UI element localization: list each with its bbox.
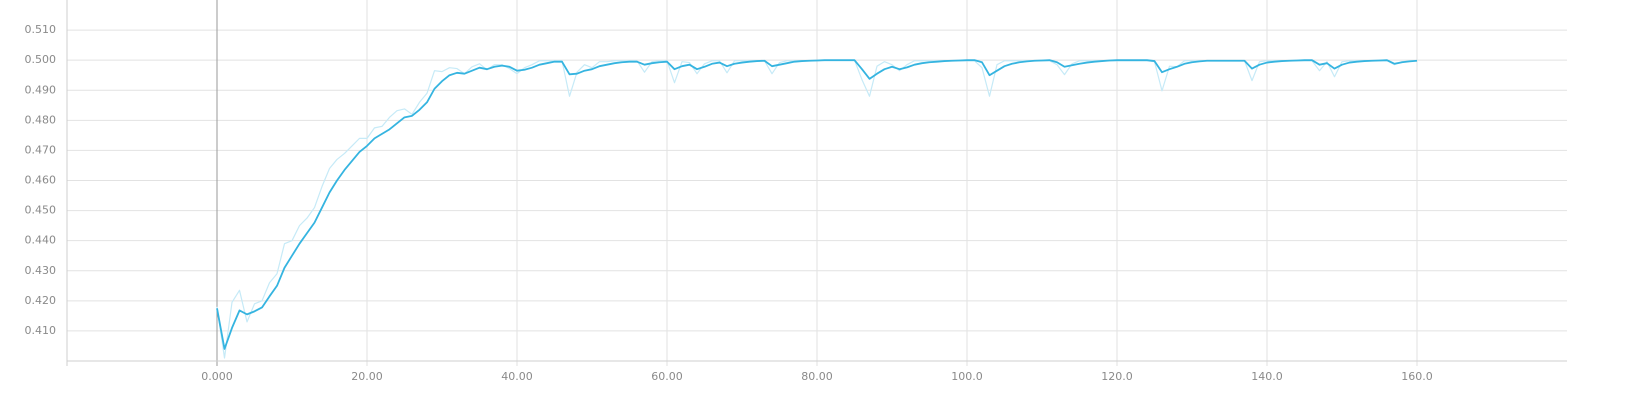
x-tick-label: 60.00 bbox=[651, 370, 683, 383]
x-tick-label: 40.00 bbox=[501, 370, 533, 383]
y-tick-label: 0.510 bbox=[25, 23, 57, 36]
y-tick-label: 0.450 bbox=[25, 204, 57, 217]
y-tick-label: 0.440 bbox=[25, 234, 57, 247]
x-tick-label: 140.0 bbox=[1251, 370, 1283, 383]
series-line bbox=[216, 59, 1418, 350]
x-tick-label: 20.00 bbox=[351, 370, 383, 383]
x-tick-label: 80.00 bbox=[801, 370, 833, 383]
x-tick-label: 0.000 bbox=[201, 370, 233, 383]
y-tick-label: 0.500 bbox=[25, 53, 57, 66]
y-tick-label: 0.410 bbox=[25, 324, 57, 337]
y-tick-label: 0.480 bbox=[25, 113, 57, 126]
y-tick-label: 0.470 bbox=[25, 143, 57, 156]
x-tick-label: 100.0 bbox=[951, 370, 983, 383]
y-tick-label: 0.430 bbox=[25, 264, 57, 277]
y-tick-label: 0.420 bbox=[25, 294, 57, 307]
x-tick-label: 160.0 bbox=[1401, 370, 1433, 383]
grid bbox=[67, 0, 1567, 366]
y-tick-label: 0.460 bbox=[25, 174, 57, 187]
x-tick-label: 120.0 bbox=[1101, 370, 1133, 383]
y-tick-label: 0.490 bbox=[25, 83, 57, 96]
